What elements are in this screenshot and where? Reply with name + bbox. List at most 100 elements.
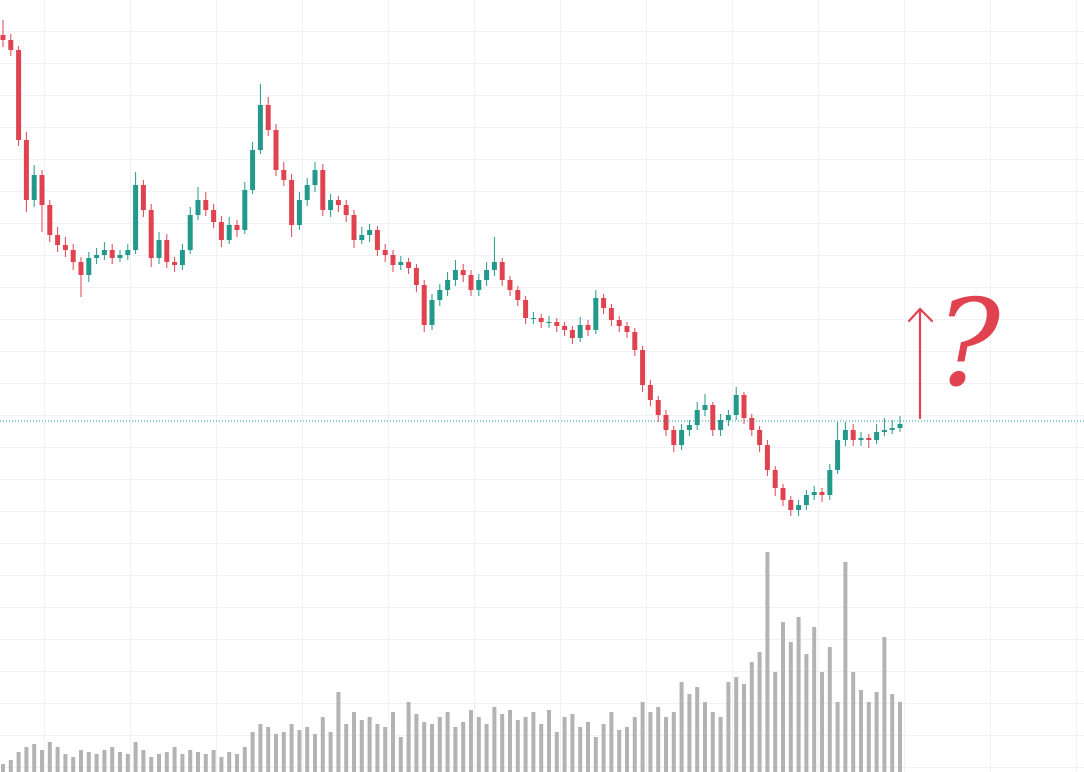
volume-bar [547, 710, 551, 772]
candle-body [554, 322, 560, 326]
volume-bar [804, 654, 809, 772]
volume-bar [671, 712, 676, 772]
candle-body [663, 415, 669, 430]
candle-body [897, 424, 903, 428]
volume-bar [1, 764, 5, 772]
volume-bar [531, 712, 536, 772]
price-pane [0, 20, 903, 516]
candle-body [437, 290, 443, 300]
annotation: ? [936, 275, 1001, 414]
volume-bar [102, 750, 107, 772]
candle-body [187, 215, 193, 250]
candle-body [881, 430, 887, 432]
volume-bar [687, 694, 692, 772]
volume-bar [227, 752, 232, 772]
candle-body [265, 105, 271, 130]
volume-bar [133, 742, 138, 772]
volume-bar [32, 744, 37, 772]
candle-body [827, 470, 833, 495]
volume-bar [757, 652, 762, 772]
volume-bar [835, 702, 840, 772]
candle-body [608, 308, 614, 320]
volume-bar [289, 724, 294, 772]
candle-body [803, 495, 809, 505]
volume-bar [773, 672, 778, 772]
volume-bar [820, 672, 824, 772]
volume-bar [63, 754, 68, 772]
volume-bar [586, 722, 590, 772]
candle-body [211, 210, 217, 222]
candle-body [468, 275, 474, 290]
volume-bar [383, 727, 388, 772]
arrow-annotation [907, 307, 934, 420]
volume-bar [305, 727, 310, 772]
candle-body [125, 250, 131, 255]
volume-bar [484, 724, 489, 772]
candle-body [780, 488, 786, 500]
candle-body [234, 225, 240, 230]
volume-bar [469, 710, 473, 772]
candle-body [374, 230, 380, 250]
candle-body [328, 200, 334, 210]
candle-body [889, 428, 895, 430]
candle-body [359, 235, 365, 240]
volume-bar [266, 727, 271, 772]
volume-bar [141, 750, 146, 772]
volume-bar [157, 754, 161, 772]
candle-body [273, 130, 279, 170]
volume-bar [734, 677, 739, 772]
volume-bar [344, 724, 349, 772]
candle-body [811, 492, 817, 495]
volume-bar [118, 752, 122, 772]
candle-body [429, 300, 435, 325]
candle-body [499, 262, 505, 280]
candle-body [164, 240, 170, 262]
candle-body [757, 430, 763, 445]
volume-bar [695, 687, 700, 772]
volume-bar [781, 622, 785, 772]
candle-body [78, 262, 84, 275]
volume-bar [625, 727, 629, 772]
candle-body [694, 410, 700, 425]
volume-bar [79, 750, 83, 772]
candle-body [835, 440, 841, 470]
candle-body [593, 298, 599, 330]
candle-body [0, 35, 6, 40]
volume-bar [219, 757, 224, 772]
volume-bar [149, 757, 154, 772]
volume-bar [164, 752, 169, 772]
volume-bar [742, 684, 746, 772]
candle-body [172, 262, 178, 265]
volume-bar [461, 722, 466, 772]
candle-body [523, 300, 529, 318]
volume-bar [648, 712, 653, 772]
candle-body [367, 230, 373, 235]
volume-bar [796, 617, 801, 772]
volume-bar [24, 747, 29, 772]
volume-bar [508, 710, 512, 772]
candle-body [819, 492, 825, 495]
volume-bar [47, 742, 52, 772]
volume-pane [1, 552, 902, 772]
volume-bar [710, 712, 715, 772]
candle-body [195, 200, 201, 215]
candle-body [179, 250, 185, 265]
candle-body [546, 322, 552, 323]
candle-body [39, 175, 45, 205]
candle-body [842, 430, 848, 440]
candle-body [133, 185, 139, 250]
volume-bar [570, 714, 575, 772]
volume-bar [71, 757, 76, 772]
volume-bar [445, 712, 450, 772]
candle-body [585, 325, 591, 330]
candle-body [655, 400, 661, 415]
volume-bar [578, 727, 583, 772]
volume-bar [110, 747, 115, 772]
candle-body [866, 438, 872, 440]
candle-body [390, 255, 396, 265]
candle-body [718, 420, 724, 430]
candle-body [47, 205, 53, 235]
volume-bar [55, 747, 60, 772]
candle-body [320, 170, 326, 210]
